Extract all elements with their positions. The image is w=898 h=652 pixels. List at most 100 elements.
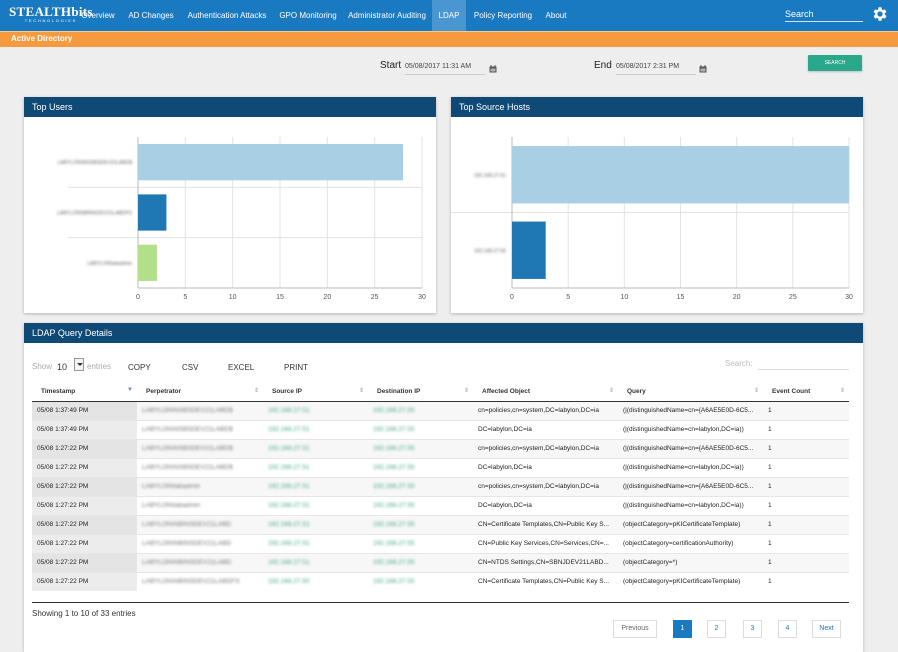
bar bbox=[138, 244, 157, 281]
column-header-query[interactable]: Query ⇕ bbox=[618, 382, 763, 402]
table-row[interactable]: 05/08 1:27:22 PM LABYLON\NSBSDEV21LABD$ 19… bbox=[32, 438, 849, 458]
sort-icon: ⇕ bbox=[839, 388, 845, 394]
print-button[interactable]: PRINT bbox=[284, 363, 308, 372]
cell-text: 1 bbox=[768, 578, 772, 586]
table-row[interactable]: 05/08 1:37:49 PM LABYLON\NSBSDEV21LABD$ 19… bbox=[32, 419, 849, 439]
tick-label: 20 bbox=[733, 294, 741, 301]
nav-item-administrator-auditing[interactable]: Administrator Auditing bbox=[348, 11, 426, 20]
column-header-perpetrator[interactable]: Perpetrator ⇕ bbox=[137, 382, 263, 402]
copy-button[interactable]: COPY bbox=[128, 363, 151, 372]
nav-item-overview[interactable]: Overview bbox=[81, 11, 115, 20]
nav-item-about[interactable]: About bbox=[545, 11, 567, 20]
cell-event-count: 1 bbox=[763, 495, 849, 515]
cell-text: 192.168.27.55 bbox=[373, 483, 415, 490]
gear-icon[interactable] bbox=[871, 5, 889, 23]
tick-label: 25 bbox=[789, 294, 797, 301]
nav-item-authentication-attacks[interactable]: Authentication Attacks bbox=[187, 11, 267, 20]
table-row[interactable]: 05/08 1:27:22 PM LABYLON\NSBSDEV21LABD$ 19… bbox=[32, 457, 849, 477]
cell-query: (|(distinguishedName=cn=labylon,DC=ia)) bbox=[618, 495, 763, 515]
cell-text: 192.168.27.51 bbox=[268, 540, 310, 547]
cell-source-ip: 192.168.27.51 bbox=[263, 438, 368, 458]
cell-text: LABYLON\labadmin bbox=[142, 483, 201, 490]
cell-destination-ip: 192.168.27.55 bbox=[368, 438, 473, 458]
table-row[interactable]: 05/08 1:27:22 PM LABYLON\NBINSDEV21LABD 19… bbox=[32, 514, 849, 534]
search-button[interactable]: SEARCH bbox=[808, 55, 862, 71]
tick-label: 20 bbox=[323, 294, 331, 301]
nav-item-policy-reporting[interactable]: Policy Reporting bbox=[473, 11, 533, 20]
table-row[interactable]: 05/08 1:37:49 PM LABYLON\NSBSDEV21LABD$ 19… bbox=[32, 400, 849, 420]
tick-label: 30 bbox=[418, 294, 426, 301]
brand-tagline: TECHNOLOGIES bbox=[24, 18, 77, 23]
cell-source-ip: 192.168.27.51 bbox=[263, 476, 368, 496]
end-label: End bbox=[594, 60, 612, 71]
cell-text: 192.168.27.55 bbox=[373, 445, 415, 452]
column-header-destination-ip[interactable]: Destination IP ⇕ bbox=[368, 382, 473, 402]
cell-query: (|(distinguishedName=cn={A6AE5E0D-6C5... bbox=[618, 476, 763, 496]
cell-affected-object: CN=NTDS Settings,CN=SBNJDEV21LABD... bbox=[473, 552, 618, 572]
sort-icon: ⇕ bbox=[358, 388, 364, 394]
table-footer-divider bbox=[32, 602, 849, 603]
column-header-affected-object[interactable]: Affected Object ⇕ bbox=[473, 382, 618, 402]
calendar-icon[interactable] bbox=[489, 65, 497, 73]
pagination-next[interactable]: Next bbox=[812, 620, 841, 638]
cell-text: 05/08 1:27:22 PM bbox=[37, 521, 89, 528]
column-label: Query bbox=[627, 387, 646, 395]
table-info: Showing 1 to 10 of 33 entries bbox=[32, 609, 136, 618]
end-date-input[interactable]: 05/08/2017 2:31 PM bbox=[616, 61, 696, 75]
calendar-icon[interactable] bbox=[699, 65, 707, 73]
cell-text: (objectCategory=pKICertificateTemplate) bbox=[623, 578, 741, 586]
cell-affected-object: DC=labylon,DC=ia bbox=[473, 495, 618, 515]
cell-perpetrator: LABYLON\NBINSDEV21LABD bbox=[137, 514, 263, 534]
table-row[interactable]: 05/08 1:27:22 PM LABYLON\NBINSDEV21LABD 19… bbox=[32, 552, 849, 572]
table-row[interactable]: 05/08 1:27:22 PM LABYLON\labadmin 192.168.… bbox=[32, 495, 849, 515]
sort-icon: ⇕ bbox=[253, 388, 259, 394]
cell-text: 05/08 1:27:22 PM bbox=[37, 578, 89, 586]
cell-text: (|(distinguishedName=cn=labylon,DC=ia)) bbox=[623, 426, 744, 433]
pagination-page-4[interactable]: 4 bbox=[778, 620, 797, 638]
cell-text: 192.168.27.55 bbox=[373, 426, 415, 433]
nav-search-input[interactable]: Search bbox=[785, 6, 863, 22]
table-search-label: Search: bbox=[725, 359, 753, 368]
cell-text: LABYLON\NBINSDEV21LABD bbox=[142, 521, 232, 528]
tick-label: 25 bbox=[371, 294, 379, 301]
table-row[interactable]: 05/08 1:27:22 PM LABYLON\NBINSDEV21LABDFS… bbox=[32, 571, 849, 591]
cell-text: LABYLON\NBINSDEV21LABD bbox=[142, 559, 232, 566]
cell-destination-ip: 192.168.27.55 bbox=[368, 552, 473, 572]
table-row[interactable]: 05/08 1:27:22 PM LABYLON\NBINSDEV21LABD 19… bbox=[32, 533, 849, 553]
start-date-input[interactable]: 05/08/2017 11:31 AM bbox=[405, 61, 485, 75]
cell-text: cn=policies,cn=system,DC=labylon,DC=ia bbox=[478, 407, 600, 414]
nav-item-gpo-monitoring[interactable]: GPO Monitoring bbox=[279, 11, 337, 20]
excel-button[interactable]: EXCEL bbox=[228, 363, 255, 372]
cell-text: LABYLON\NSBSDEV21LABD$ bbox=[142, 445, 233, 452]
nav-item-ldap[interactable]: LDAP bbox=[432, 0, 466, 31]
page-size-select[interactable]: 10 bbox=[57, 362, 68, 372]
pagination-page-2[interactable]: 2 bbox=[707, 620, 726, 638]
column-header-source-ip[interactable]: Source IP ⇕ bbox=[263, 382, 368, 402]
cell-text: LABYLON\NBINSDEV21LABDFS bbox=[142, 578, 240, 586]
page-size-dropdown[interactable] bbox=[74, 358, 84, 371]
cell-source-ip: 192.168.27.51 bbox=[263, 533, 368, 553]
cell-perpetrator: LABYLON\NSBSDEV21LABD$ bbox=[137, 438, 263, 458]
cell-destination-ip: 192.168.27.55 bbox=[368, 533, 473, 553]
table-row[interactable]: 05/08 1:27:22 PM LABYLON\labadmin 192.168.… bbox=[32, 476, 849, 496]
cell-perpetrator: LABYLON\NBINSDEV21LABD bbox=[137, 533, 263, 553]
cell-text: 192.168.27.51 bbox=[268, 464, 310, 471]
pagination-previous[interactable]: Previous bbox=[613, 620, 657, 638]
pagination-page-1[interactable]: 1 bbox=[673, 620, 692, 638]
column-label: Timestamp bbox=[41, 387, 76, 395]
pagination-page-3[interactable]: 3 bbox=[743, 620, 762, 638]
cell-timestamp: 05/08 1:37:49 PM bbox=[32, 419, 137, 439]
column-label: Event Count bbox=[772, 387, 811, 395]
cell-text: (|(distinguishedName=cn={A6AE5E0D-6C5... bbox=[623, 483, 754, 490]
table-search-input[interactable] bbox=[758, 353, 849, 370]
brand-logo[interactable]: STEALTHbits TECHNOLOGIES bbox=[9, 5, 93, 23]
cell-text: 1 bbox=[768, 426, 772, 433]
cell-destination-ip: 192.168.27.55 bbox=[368, 419, 473, 439]
nav-item-ad-changes[interactable]: AD Changes bbox=[128, 11, 174, 20]
cell-text: DC=labylon,DC=ia bbox=[478, 426, 532, 433]
csv-button[interactable]: CSV bbox=[182, 363, 199, 372]
column-header-event-count[interactable]: Event Count ⇕ bbox=[763, 382, 849, 402]
cell-text: 192.168.27.51 bbox=[268, 559, 310, 566]
cell-destination-ip: 192.168.27.55 bbox=[368, 400, 473, 420]
column-header-timestamp[interactable]: Timestamp ▼ bbox=[32, 382, 137, 402]
